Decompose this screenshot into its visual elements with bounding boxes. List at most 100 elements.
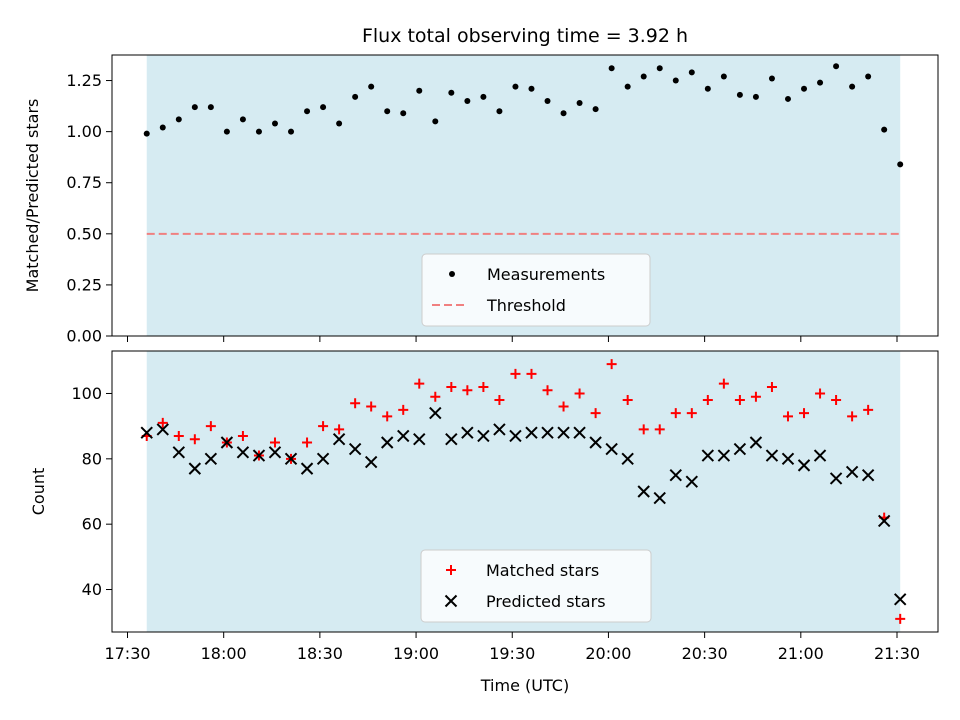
matched-point bbox=[574, 388, 585, 399]
predicted-point bbox=[685, 475, 699, 488]
predicted-point bbox=[413, 433, 426, 446]
measurement-point bbox=[640, 73, 647, 80]
predicted-point bbox=[332, 433, 346, 446]
predicted-point bbox=[348, 442, 362, 456]
measurement-point bbox=[512, 83, 519, 90]
predicted-point bbox=[493, 423, 506, 436]
measurement-point bbox=[768, 75, 775, 82]
matched-point bbox=[670, 408, 681, 419]
measurement-point bbox=[384, 108, 391, 115]
predicted-point bbox=[813, 449, 827, 462]
measurement-point bbox=[223, 128, 230, 135]
measurement-point bbox=[881, 126, 888, 133]
matched-point bbox=[686, 408, 697, 419]
matched-point bbox=[382, 411, 393, 422]
xtick-label: 19:30 bbox=[489, 644, 535, 663]
measurement-point bbox=[624, 83, 631, 90]
xtick-label: 17:30 bbox=[104, 644, 150, 663]
measurement-point bbox=[191, 104, 198, 111]
measurement-point bbox=[175, 116, 182, 123]
ytick-label: 0.50 bbox=[66, 224, 102, 243]
predicted-point bbox=[797, 459, 811, 472]
matched-point bbox=[366, 401, 377, 412]
matched-point bbox=[847, 411, 858, 422]
measurement-point bbox=[752, 93, 759, 100]
matched-point bbox=[654, 424, 665, 435]
legend-marker-measurements bbox=[449, 271, 455, 277]
predicted-point bbox=[861, 468, 875, 482]
legend-box bbox=[421, 253, 651, 327]
legend-label: Measurements bbox=[487, 265, 605, 284]
measurement-point bbox=[656, 65, 663, 72]
predicted-point bbox=[605, 442, 618, 456]
xtick-label: 18:30 bbox=[297, 644, 343, 663]
measurement-point bbox=[544, 97, 551, 104]
matched-point bbox=[895, 613, 906, 624]
predicted-point bbox=[781, 452, 795, 466]
y-axis-label: Matched/Predicted stars bbox=[23, 99, 42, 293]
predicted-point bbox=[717, 449, 731, 462]
predicted-point bbox=[477, 429, 490, 443]
matched-point bbox=[269, 437, 280, 448]
predicted-point bbox=[236, 446, 250, 459]
matched-point bbox=[318, 421, 329, 432]
measurement-point bbox=[480, 93, 487, 100]
measurement-point bbox=[448, 89, 455, 96]
legend-label: Predicted stars bbox=[486, 592, 606, 611]
matched-point bbox=[702, 395, 713, 406]
predicted-point bbox=[397, 429, 410, 443]
predicted-point bbox=[557, 426, 570, 439]
y-axis-label: Count bbox=[29, 468, 48, 516]
measurement-point bbox=[865, 73, 872, 80]
measurement-point bbox=[528, 85, 535, 92]
measurement-point bbox=[464, 97, 471, 104]
measurement-point bbox=[608, 65, 615, 72]
legend-box bbox=[420, 549, 652, 623]
predicted-point bbox=[300, 462, 314, 475]
predicted-point bbox=[589, 436, 602, 449]
predicted-point bbox=[429, 406, 442, 420]
predicted-point bbox=[749, 436, 763, 449]
chart-title: Flux total observing time = 3.92 h bbox=[362, 25, 688, 47]
measurement-point bbox=[736, 91, 743, 98]
matched-point bbox=[526, 368, 537, 379]
ytick-label: 1.25 bbox=[66, 71, 102, 90]
measurement-point bbox=[833, 63, 840, 70]
measurement-point bbox=[672, 77, 679, 84]
xtick-label: 20:00 bbox=[585, 644, 631, 663]
matched-point bbox=[510, 368, 521, 379]
measurement-point bbox=[304, 108, 311, 115]
legend-label: Threshold bbox=[486, 296, 566, 315]
axes-frame-1 bbox=[111, 350, 939, 633]
ytick-label: 80 bbox=[82, 449, 102, 468]
matched-point bbox=[815, 388, 826, 399]
measurement-point bbox=[320, 104, 327, 111]
predicted-point bbox=[573, 426, 586, 439]
predicted-point bbox=[220, 436, 234, 449]
measurement-point bbox=[592, 106, 599, 113]
predicted-point bbox=[845, 465, 859, 479]
predicted-point bbox=[188, 462, 202, 475]
predicted-point bbox=[637, 485, 650, 498]
predicted-point bbox=[621, 452, 634, 466]
xtick-label: 21:30 bbox=[874, 644, 920, 663]
matched-point bbox=[334, 424, 345, 435]
measurement-point bbox=[897, 161, 904, 168]
matched-point bbox=[414, 378, 425, 389]
matched-point bbox=[462, 385, 473, 396]
xtick-label: 20:30 bbox=[682, 644, 728, 663]
measurement-point bbox=[143, 130, 150, 137]
xtick-label: 21:00 bbox=[778, 644, 824, 663]
measurement-point bbox=[817, 79, 824, 86]
measurement-point bbox=[704, 85, 711, 92]
measurement-point bbox=[849, 83, 856, 90]
matched-point bbox=[766, 381, 777, 392]
measurement-point bbox=[688, 69, 695, 76]
predicted-point bbox=[653, 491, 666, 505]
predicted-point bbox=[461, 426, 474, 439]
matched-point bbox=[782, 411, 793, 422]
matched-point bbox=[750, 391, 761, 402]
predicted-point bbox=[733, 442, 747, 456]
matched-point bbox=[863, 404, 874, 415]
predicted-point bbox=[284, 452, 298, 466]
